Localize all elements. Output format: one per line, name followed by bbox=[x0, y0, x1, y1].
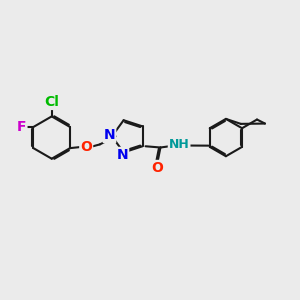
Text: NH: NH bbox=[169, 138, 190, 151]
Text: N: N bbox=[103, 128, 115, 142]
Text: F: F bbox=[17, 120, 26, 134]
Text: O: O bbox=[152, 161, 164, 175]
Text: N: N bbox=[117, 148, 128, 162]
Text: O: O bbox=[80, 140, 92, 154]
Text: Cl: Cl bbox=[44, 95, 59, 109]
